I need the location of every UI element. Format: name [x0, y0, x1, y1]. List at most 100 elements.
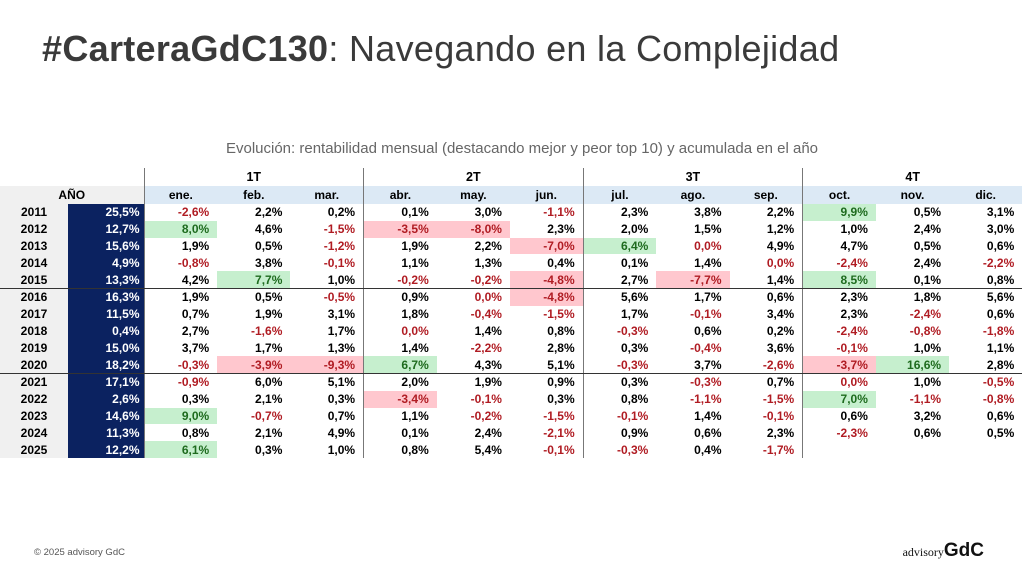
monthly-return-cell: 1,7%	[694, 290, 722, 305]
monthly-return-cell: -0,4%	[690, 340, 722, 355]
monthly-return-cell: 2,3%	[802, 288, 876, 306]
monthly-return-cell: 4,9%	[766, 238, 795, 253]
monthly-return-cell: 1,8%	[363, 305, 437, 323]
year-cell: 2018	[0, 322, 68, 340]
monthly-return-cell: 1,9%	[143, 288, 218, 306]
monthly-return-cell: 0,0%	[363, 322, 437, 340]
monthly-return-cell: -0,9%	[143, 373, 218, 391]
monthly-return-cell: -0,4%	[470, 307, 502, 322]
year-cell: 2021	[0, 373, 68, 391]
annual-return-cell: 15,6%	[68, 237, 144, 255]
page-title: #CarteraGdC130: Navegando en la Compleji…	[42, 28, 839, 70]
monthly-return-cell: -1,1%	[909, 392, 942, 407]
monthly-return-cell: 0,8%	[547, 323, 575, 338]
advisory-gdc-logo: advisoryGdC	[903, 540, 984, 562]
monthly-return-cell: -8,0%	[436, 220, 510, 238]
copyright: © 2025 advisory GdC	[34, 547, 125, 558]
monthly-return-cell: 5,6%	[986, 290, 1015, 305]
monthly-return-cell: 1,9%	[143, 237, 218, 255]
monthly-return-cell: 0,2%	[327, 205, 356, 220]
monthly-return-cell: 0,7%	[766, 375, 795, 390]
monthly-return-cell: 1,4%	[694, 255, 722, 270]
monthly-return-cell: 0,6%	[986, 408, 1015, 423]
monthly-return-cell: 5,1%	[509, 356, 584, 374]
monthly-return-cell: 0,0%	[802, 373, 876, 391]
monthly-return-cell: 16,6%	[875, 356, 950, 374]
monthly-return-cell: 1,9%	[255, 307, 283, 322]
table-row: 2024 11,3% 0,8% 2,1% 4,9% 0,1% 2,4% -2,1% 0,9% 0,…	[0, 424, 1022, 442]
monthly-return-cell: 0,8%	[143, 424, 218, 442]
monthly-return-cell: 1,1%	[363, 254, 437, 272]
monthly-return-cell: -0,5%	[323, 290, 356, 305]
monthly-return-cell: -4,8%	[509, 271, 584, 289]
monthly-return-cell: 2,0%	[363, 373, 437, 391]
monthly-return-cell: 2,2%	[474, 238, 502, 253]
monthly-return-cell: 1,4%	[474, 323, 502, 338]
monthly-return-cell: 1,3%	[327, 340, 356, 355]
monthly-return-cell: 1,4%	[694, 408, 722, 423]
annual-return-cell: 12,2%	[68, 441, 144, 458]
annual-return-cell: 11,3%	[68, 424, 144, 442]
monthly-return-cell: 1,0%	[290, 271, 364, 289]
monthly-return-cell: -3,9%	[217, 356, 291, 374]
monthly-return-cell: 1,7%	[582, 305, 657, 323]
annual-return-cell: 16,3%	[68, 288, 144, 306]
monthly-return-cell	[949, 441, 1022, 458]
monthly-return-cell: 6,7%	[363, 356, 437, 374]
monthly-return-cell: -0,1%	[690, 307, 722, 322]
table-row: 2013 15,6% 1,9% 0,5% -1,2% 1,9% 2,2% -7,0% 6,4% 0…	[0, 237, 1022, 255]
monthly-return-cell: 1,9%	[474, 375, 502, 390]
monthly-return-cell: -2,4%	[802, 322, 876, 340]
monthly-return-cell: -3,5%	[363, 220, 437, 238]
monthly-return-cell: 0,3%	[582, 373, 657, 391]
monthly-return-cell: 0,1%	[875, 271, 950, 289]
title-rest: : Navegando en la Complejidad	[328, 28, 840, 69]
month-header: may.	[436, 186, 510, 204]
monthly-return-cell: 1,0%	[327, 442, 356, 457]
monthly-return-cell: 3,1%	[986, 205, 1015, 220]
monthly-return-cell: 9,9%	[802, 204, 876, 221]
table-row: 2016 16,3% 1,9% 0,5% -0,5% 0,9% 0,0% -4,8% 5,6% 1…	[0, 288, 1022, 306]
monthly-return-cell: -0,1%	[470, 392, 502, 407]
table-row: 2020 18,2% -0,3% -3,9% -9,3% 6,7% 4,3% 5,1% -0,3…	[0, 356, 1023, 374]
monthly-return-cell: 2,3%	[802, 305, 876, 323]
monthly-return-cell: 1,0%	[802, 220, 876, 238]
monthly-return-cell: 0,3%	[582, 339, 657, 357]
monthly-return-cell: 2,1%	[255, 392, 283, 407]
logo-big: GdC	[943, 540, 984, 561]
annual-return-cell: 13,3%	[68, 271, 144, 289]
year-cell: 2012	[0, 220, 68, 238]
monthly-return-cell: -0,8%	[143, 254, 218, 272]
month-header: jul.	[582, 186, 657, 204]
monthly-return-cell: 0,5%	[913, 238, 942, 253]
quarter-header: 3T	[582, 168, 803, 186]
monthly-return-cell: 3,0%	[474, 205, 502, 220]
monthly-return-cell: 3,1%	[327, 307, 356, 322]
month-header: mar.	[290, 186, 364, 204]
monthly-return-cell: -2,2%	[982, 255, 1015, 270]
monthly-return-cell: 4,9%	[327, 425, 356, 440]
monthly-return-cell: -1,5%	[543, 408, 575, 423]
annual-return-cell: 25,5%	[68, 204, 144, 221]
monthly-return-cell: -1,7%	[762, 442, 795, 457]
monthly-return-cell: 2,8%	[949, 356, 1023, 374]
year-header: AÑO	[0, 186, 144, 204]
monthly-return-cell: -0,3%	[690, 375, 722, 390]
annual-return-cell: 4,9%	[68, 254, 144, 272]
monthly-return-cell: 2,3%	[582, 204, 657, 221]
year-cell: 2016	[0, 288, 68, 306]
monthly-return-cell: 8,5%	[802, 271, 876, 289]
monthly-return-cell: -3,4%	[363, 390, 437, 408]
table-row: 2017 11,5% 0,7% 1,9% 3,1% 1,8% -0,4% -1,5% 1,7% -…	[0, 305, 1022, 323]
monthly-return-cell: 2,3%	[547, 222, 575, 237]
monthly-return-cell: 0,1%	[363, 204, 437, 221]
monthly-return-cell: -1,6%	[251, 323, 283, 338]
monthly-return-cell: -9,3%	[290, 356, 364, 374]
monthly-return-cell: -7,0%	[509, 237, 584, 255]
monthly-return-cell: -0,8%	[982, 392, 1015, 407]
monthly-return-cell: 0,1%	[363, 424, 437, 442]
monthly-return-cell: 0,5%	[255, 290, 283, 305]
monthly-return-cell: -2,2%	[470, 340, 502, 355]
monthly-return-cell: -1,5%	[762, 392, 795, 407]
monthly-return-cell: 4,2%	[143, 271, 218, 289]
